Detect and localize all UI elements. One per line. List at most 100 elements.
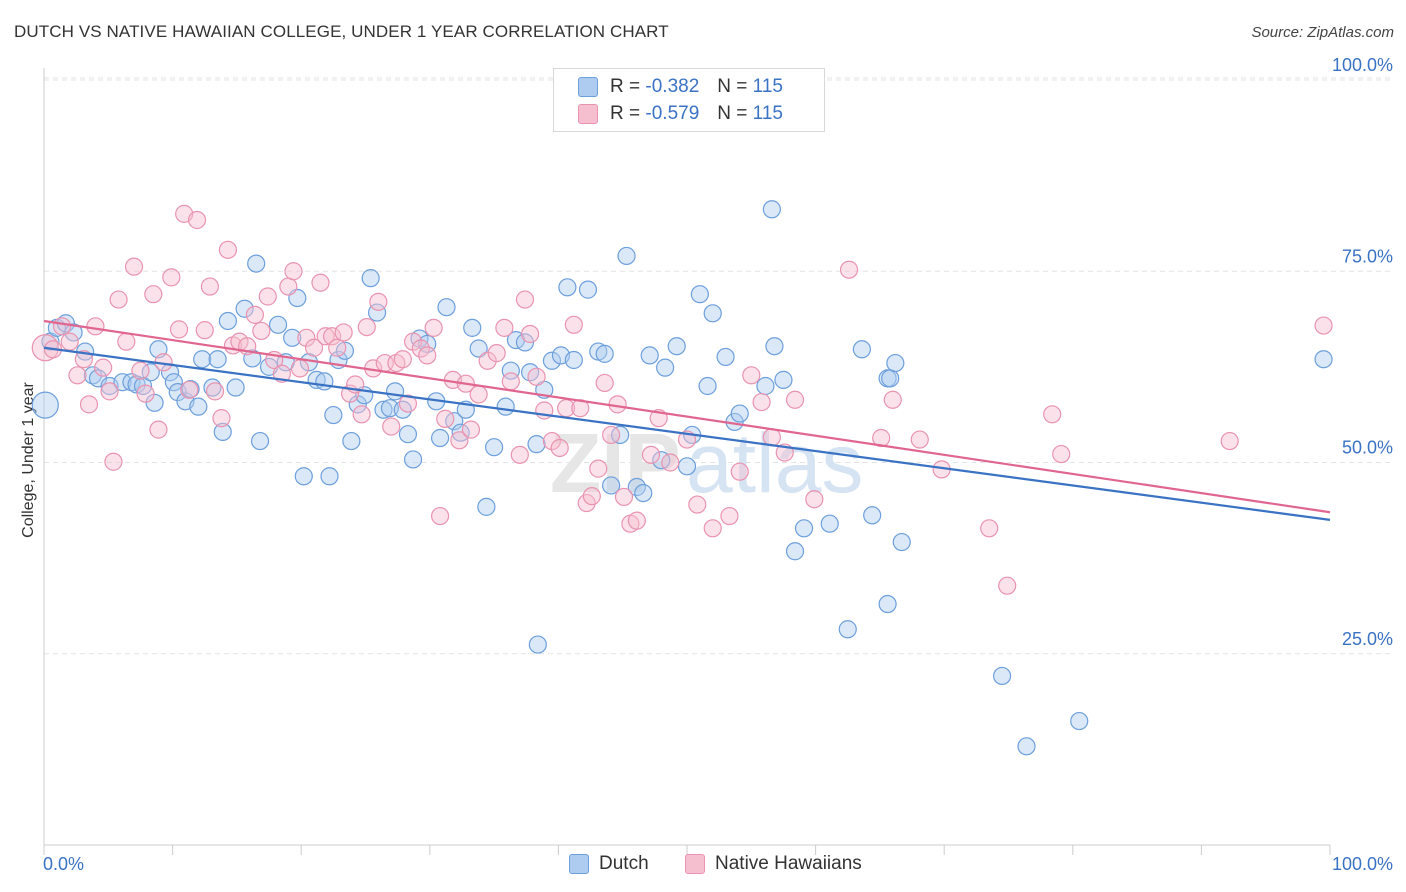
hawaiian-point [284, 262, 303, 281]
hawaiian-point [328, 338, 347, 357]
hawaiian-point [316, 327, 335, 346]
dutch-point [756, 376, 775, 396]
dutch-point [496, 397, 515, 416]
legend-n-value: 115 [752, 76, 783, 97]
hawaiian-point [883, 390, 902, 409]
y-tick-label: 50.0% [1342, 438, 1393, 458]
dutch-point [634, 484, 653, 503]
dutch-point [558, 278, 577, 297]
watermark-atlas: atlas [686, 416, 863, 510]
hawaiian-point [68, 366, 87, 385]
hawaiian-point [52, 317, 72, 336]
hawaiian-point [762, 428, 781, 447]
hawaiian-point [661, 453, 680, 472]
gridlines [44, 77, 1392, 655]
dutch-point [226, 378, 245, 397]
dutch-point [1314, 350, 1333, 369]
axes [43, 68, 1331, 855]
legend-n-label: N = [717, 103, 748, 124]
hawaiian-point [418, 346, 437, 365]
hawaiian-point [839, 260, 859, 279]
hawaiian-point [527, 367, 546, 386]
hawaiian-point [641, 445, 661, 464]
hawaiian-point [495, 318, 514, 337]
hawaiian-point [805, 490, 824, 509]
dutch-point [189, 397, 208, 416]
series-dutch-points [31, 200, 1333, 756]
dutch-point [324, 405, 343, 425]
hawaiian-point [550, 438, 569, 458]
dutch-point [164, 373, 183, 392]
dutch-point [595, 344, 614, 363]
hawaiian-point [742, 366, 761, 385]
dutch-point [564, 350, 583, 370]
correlation-legend: R = -0.382 N = 115 R = -0.579 N = 115 [553, 68, 825, 132]
hawaiian-point [311, 273, 330, 292]
legend-r-label: R = [610, 103, 641, 124]
dutch-point [863, 506, 882, 525]
hawaiian-point [60, 332, 79, 351]
hawaiian-point [117, 332, 136, 351]
dutch-point [181, 379, 200, 399]
bottom-legend-swatch-dutch [569, 854, 589, 874]
hawaiian-point [450, 431, 469, 450]
bottom-legend-dutch: Dutch [569, 851, 649, 877]
hawaiian-point [100, 382, 119, 401]
hawaiian-point [290, 359, 310, 378]
hawaiian-point [322, 327, 342, 346]
hawaiian-point [1052, 444, 1071, 464]
hawaiian-point [980, 519, 999, 538]
hawaiian-point [382, 417, 401, 436]
legend-r-label: R = [610, 76, 641, 97]
hawaiian-point [589, 459, 608, 478]
dutch-point [730, 404, 749, 423]
hawaiian-point [169, 320, 189, 339]
dutch-point [690, 285, 709, 304]
hawaiian-point [297, 328, 316, 347]
hawaiian-point [149, 420, 168, 439]
dutch-point [208, 350, 227, 369]
dutch-point [294, 467, 313, 486]
hawaiian-point [595, 373, 614, 393]
dutch-point [403, 450, 423, 469]
hawaiian-point [469, 385, 488, 404]
hawaiian-point [352, 405, 371, 424]
hawaiian-point [582, 487, 601, 506]
hawaiian-point [205, 382, 225, 401]
dutch-point [852, 340, 871, 359]
dutch-point [437, 298, 456, 317]
bottom-legend-label-hawaiian: Native Hawaiians [715, 853, 862, 874]
dutch-point [886, 353, 905, 373]
hawaiian-point [144, 285, 163, 304]
hawaiian-point [74, 350, 93, 369]
hawaiian-point [542, 431, 562, 451]
hawaiian-point [357, 317, 376, 337]
legend-r-value: -0.579 [645, 103, 700, 124]
legend-swatch-dutch [578, 77, 598, 97]
dutch-point [698, 376, 717, 396]
dutch-point [64, 323, 83, 342]
trend-lines [43, 319, 1331, 521]
dutch-point [385, 382, 405, 401]
hawaiian-point [998, 576, 1017, 595]
hawaiian-point [752, 392, 771, 412]
dutch-point [716, 347, 735, 367]
bottom-legend-label-dutch: Dutch [599, 853, 649, 874]
dutch-point [578, 280, 598, 299]
legend-n-label: N = [717, 76, 748, 97]
hawaiian-point [1043, 405, 1062, 424]
dutch-point [677, 457, 697, 476]
dutch-point [463, 318, 482, 337]
dutch-point [315, 372, 334, 391]
dutch-point [878, 594, 897, 614]
legend-swatch-hawaiian [578, 104, 598, 124]
y-tick-label: 75.0% [1342, 246, 1393, 266]
dutch-point [820, 514, 839, 533]
dutch-point [501, 361, 520, 380]
hawaiian-point [430, 506, 450, 526]
dutch-point [794, 519, 814, 538]
dutch-point [762, 200, 781, 219]
dutch-point [892, 532, 911, 552]
dutch-point [656, 358, 675, 377]
